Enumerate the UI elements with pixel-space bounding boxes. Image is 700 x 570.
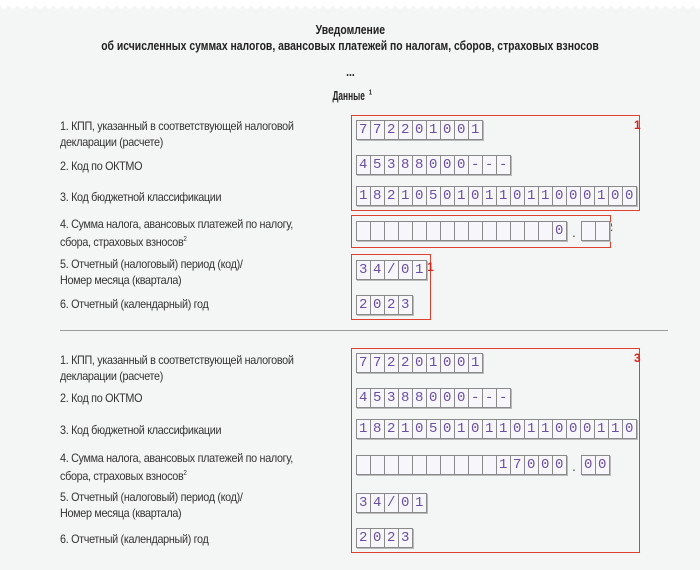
doc-subtitle: об исчисленных суммах налогов, авансовых… [101, 38, 599, 53]
year-row: 2023 [356, 295, 413, 315]
period-cells: 34/01 [356, 260, 427, 280]
oktmo-row: 45388000--- [356, 155, 511, 175]
annotation-mark-1: 1 [634, 118, 641, 132]
period-cells: 34/01 [356, 493, 427, 513]
sum-row: 0 . [356, 221, 610, 241]
sum-integer-cells: 17000 [356, 455, 567, 475]
label-period: 5. Отчетный (налоговый) период (код)/Ном… [60, 257, 243, 287]
annotation-box-4 [351, 348, 640, 553]
year-row: 2023 [356, 528, 413, 548]
kpp-row: 772201001 [356, 120, 483, 140]
sum-integer-cells: 0 [356, 221, 567, 241]
label-sum: 4. Сумма налога, авансовых платежей по н… [60, 451, 294, 483]
annotation-box-3 [351, 254, 431, 320]
label-year: 6. Отчетный (календарный) год [60, 532, 209, 546]
torn-edge [0, 6, 700, 14]
year-cells: 2023 [356, 528, 413, 548]
sum-row: 17000 . 00 [356, 455, 610, 475]
label-oktmo: 2. Код по ОКТМО [60, 391, 143, 405]
annotation-mark-3: 1 [427, 260, 434, 274]
annotation-mark-4: 3 [634, 351, 641, 365]
label-kpp: 1. КПП, указанный в соответствующей нало… [60, 119, 294, 149]
decimal-point: . [572, 458, 576, 474]
kpp-cells: 772201001 [356, 353, 483, 373]
oktmo-row: 45388000--- [356, 388, 511, 408]
sum-decimal-cells: 00 [581, 455, 610, 475]
annotation-box-1 [351, 115, 640, 211]
label-period: 5. Отчетный (налоговый) период (код)/Ном… [60, 490, 243, 520]
kpp-row: 772201001 [356, 353, 483, 373]
kbk-row: 18210501011011000110 [356, 419, 637, 439]
annotation-box-2 [351, 215, 611, 248]
label-kbk: 3. Код бюджетной классификации [60, 190, 222, 204]
label-kpp: 1. КПП, указанный в соответствующей нало… [60, 353, 294, 383]
label-oktmo: 2. Код по ОКТМО [60, 159, 143, 173]
oktmo-cells: 45388000--- [356, 388, 511, 408]
section-title: Данные 1 [332, 88, 372, 103]
kbk-cells: 18210501011011000110 [356, 419, 637, 439]
label-kbk: 3. Код бюджетной классификации [60, 423, 222, 437]
ellipsis: ... [345, 64, 355, 79]
label-year: 6. Отчетный (календарный) год [60, 297, 209, 311]
doc-title: Уведомление [315, 22, 385, 37]
decimal-point: . [572, 224, 576, 240]
sum-decimal-cells [581, 221, 610, 241]
period-row: 34/01 [356, 260, 427, 280]
kpp-cells: 772201001 [356, 120, 483, 140]
year-cells: 2023 [356, 295, 413, 315]
kbk-row: 18210501011011000100 [356, 186, 637, 206]
document-page [0, 6, 700, 570]
label-sum: 4. Сумма налога, авансовых платежей по н… [60, 217, 294, 249]
oktmo-cells: 45388000--- [356, 155, 511, 175]
kbk-cells: 18210501011011000100 [356, 186, 637, 206]
period-row: 34/01 [356, 493, 427, 513]
section-divider [60, 330, 668, 331]
